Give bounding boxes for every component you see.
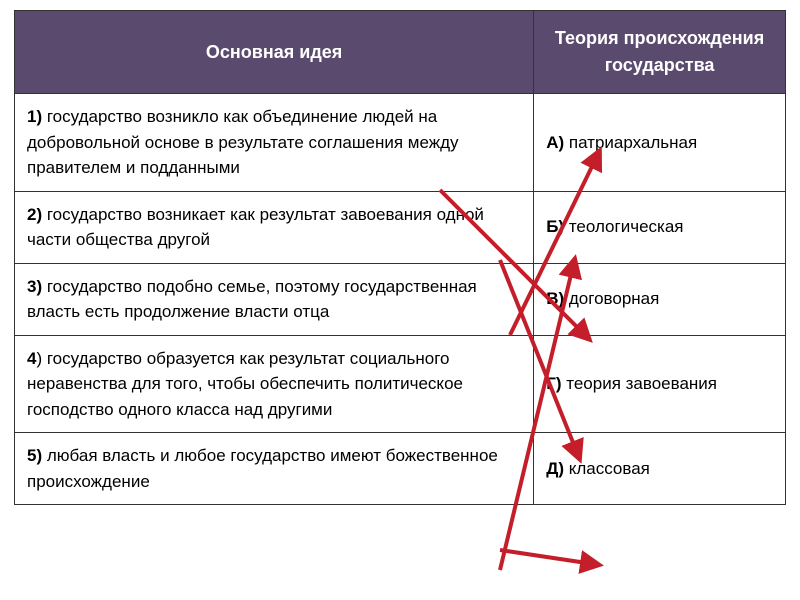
theory-cell: Б) теологическая <box>534 191 786 263</box>
theory-letter: Д) <box>546 459 564 478</box>
idea-num: 2) <box>27 205 42 224</box>
table-row: 3) государство подобно семье, поэтому го… <box>15 263 786 335</box>
theory-cell: А) патриархальная <box>534 94 786 192</box>
idea-text: государство возникло как объединение люд… <box>27 107 459 177</box>
theory-letter: А) <box>546 133 564 152</box>
table-row: 4) государство образуется как результат … <box>15 335 786 433</box>
theory-letter: Б) <box>546 217 564 236</box>
idea-num: 3) <box>27 277 42 296</box>
theory-cell: В) договорная <box>534 263 786 335</box>
table-row: 1) государство возникло как объединение … <box>15 94 786 192</box>
theory-text: теологическая <box>564 217 683 236</box>
table-row: 2) государство возникает как результат з… <box>15 191 786 263</box>
idea-cell: 4) государство образуется как результат … <box>15 335 534 433</box>
theory-letter: Г) <box>546 374 561 393</box>
idea-num: 1) <box>27 107 42 126</box>
matching-table: Основная идея Теория происхождения госуд… <box>14 10 786 505</box>
theory-letter: В) <box>546 289 564 308</box>
theory-text: классовая <box>564 459 650 478</box>
table-row: 5) любая власть и любое государство имею… <box>15 433 786 505</box>
match-arrow <box>500 550 600 565</box>
theory-cell: Д) классовая <box>534 433 786 505</box>
idea-cell: 1) государство возникло как объединение … <box>15 94 534 192</box>
idea-text: государство подобно семье, поэтому госуд… <box>27 277 477 322</box>
header-theory: Теория происхождения государства <box>534 11 786 94</box>
idea-cell: 2) государство возникает как результат з… <box>15 191 534 263</box>
idea-cell: 5) любая власть и любое государство имею… <box>15 433 534 505</box>
idea-num: 5) <box>27 446 42 465</box>
idea-text: ) государство образуется как результат с… <box>27 349 463 419</box>
theory-text: патриархальная <box>564 133 697 152</box>
idea-text: государство возникает как результат заво… <box>27 205 484 250</box>
theory-text: договорная <box>564 289 659 308</box>
theory-cell: Г) теория завоевания <box>534 335 786 433</box>
idea-text: любая власть и любое государство имеют б… <box>27 446 498 491</box>
header-idea: Основная идея <box>15 11 534 94</box>
theory-text: теория завоевания <box>562 374 718 393</box>
idea-cell: 3) государство подобно семье, поэтому го… <box>15 263 534 335</box>
